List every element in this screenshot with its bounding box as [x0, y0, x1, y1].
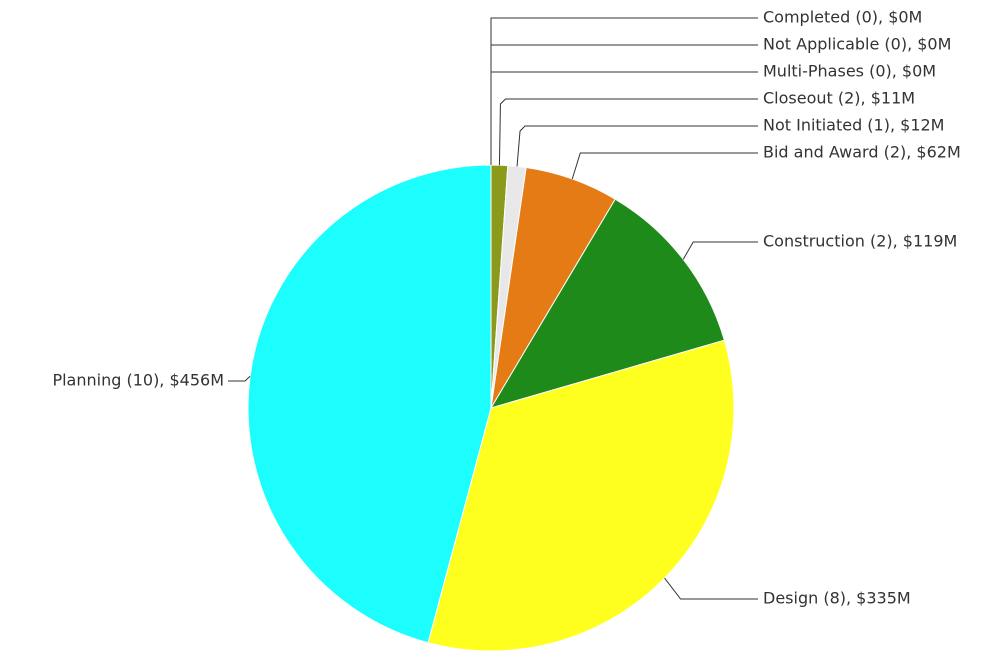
leader-line-closeout	[498, 98, 758, 166]
leader-line-bid-and-award	[571, 152, 758, 180]
slice-label-planning: Planning (10), $456M	[52, 371, 224, 390]
leader-line-multi-phases	[490, 71, 758, 165]
leader-lines-layer	[228, 17, 758, 600]
pie-slice-construction[interactable]	[489, 198, 725, 409]
slice-label-multi-phases: Multi-Phases (0), $0M	[763, 62, 936, 81]
slice-label-not-initiated: Not Initiated (1), $12M	[763, 116, 944, 135]
slice-label-bid-and-award: Bid and Award (2), $62M	[763, 143, 961, 162]
pie-slice-planning[interactable]	[247, 164, 492, 644]
pie-slice-design[interactable]	[427, 339, 735, 652]
leader-line-completed	[490, 17, 758, 165]
leader-line-construction	[682, 241, 758, 260]
leader-line-not-applicable	[490, 44, 758, 165]
slices-layer	[247, 164, 735, 652]
slice-label-construction: Construction (2), $119M	[763, 232, 957, 251]
labels-layer: Completed (0), $0M Not Applicable (0), $0…	[52, 8, 960, 608]
slice-label-design: Design (8), $335M	[763, 589, 911, 608]
slice-label-not-applicable: Not Applicable (0), $0M	[763, 35, 951, 54]
slice-label-closeout: Closeout (2), $11M	[763, 89, 915, 108]
leader-line-not-initiated	[516, 125, 758, 167]
slice-label-completed: Completed (0), $0M	[763, 8, 922, 27]
leader-line-design	[664, 577, 758, 600]
leader-line-planning	[228, 375, 251, 382]
